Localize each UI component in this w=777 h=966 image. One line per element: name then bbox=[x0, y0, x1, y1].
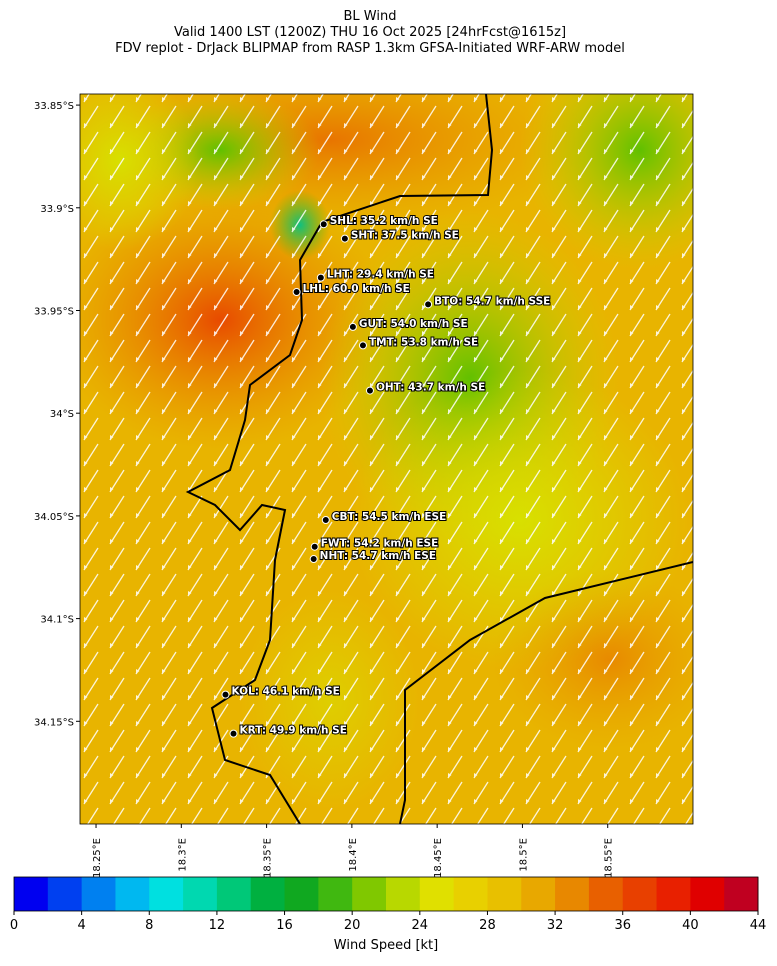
colorbar-swatch bbox=[656, 877, 691, 911]
station bbox=[321, 516, 330, 525]
colorbar-swatch bbox=[216, 877, 252, 911]
x-tick-label: 18.5°E bbox=[518, 838, 529, 872]
colorbar-swatch bbox=[47, 877, 83, 911]
colorbar-tick-label: 0 bbox=[10, 918, 18, 933]
y-tick-label: 33.95°S bbox=[34, 306, 74, 317]
station bbox=[316, 273, 325, 282]
x-tick-label: 18.35°E bbox=[263, 838, 274, 878]
colorbar-tick-label: 40 bbox=[682, 918, 699, 933]
colorbar-swatch bbox=[521, 877, 556, 911]
station-label: TMT: 53.8 km/h SE bbox=[369, 336, 478, 348]
x-tick-label: 18.4°E bbox=[348, 838, 359, 872]
colorbar-tick-label: 36 bbox=[614, 918, 631, 933]
colorbar-tick-label: 20 bbox=[344, 918, 361, 933]
y-tick-label: 33.9°S bbox=[40, 204, 74, 215]
colorbar-tick-label: 44 bbox=[750, 918, 767, 933]
colorbar-swatch bbox=[318, 877, 353, 911]
colorbar-tick-label: 4 bbox=[77, 918, 85, 933]
station bbox=[424, 300, 433, 309]
chart-title: BL Wind bbox=[344, 9, 397, 24]
station-label: NHT: 54.7 km/h ESE bbox=[320, 550, 436, 562]
y-tick-label: 34°S bbox=[50, 409, 74, 420]
station bbox=[310, 542, 319, 551]
colorbar-swatch bbox=[250, 877, 286, 911]
colorbar-swatch bbox=[588, 877, 624, 911]
x-tick-label: 18.25°E bbox=[92, 838, 103, 878]
colorbar-swatch bbox=[284, 877, 319, 911]
chart-title: FDV replot - DrJack BLIPMAP from RASP 1.… bbox=[115, 41, 625, 56]
colorbar-swatch bbox=[14, 877, 49, 911]
y-tick-label: 34.1°S bbox=[40, 615, 74, 626]
station-label: CBT: 54.5 km/h ESE bbox=[332, 511, 447, 523]
colorbar-swatch bbox=[419, 877, 455, 911]
colorbar-label: Wind Speed [kt] bbox=[334, 938, 438, 953]
colorbar-swatch bbox=[81, 877, 116, 911]
station-label: LHT: 29.4 km/h SE bbox=[327, 269, 434, 281]
station bbox=[229, 729, 238, 738]
station-label: KOL: 46.1 km/h SE bbox=[231, 686, 339, 698]
colorbar-tick-label: 8 bbox=[145, 918, 153, 933]
colorbar-swatch bbox=[352, 877, 387, 911]
station-label: OHT: 43.7 km/h SE bbox=[376, 382, 485, 394]
colorbar-swatch bbox=[115, 877, 150, 911]
colorbar-swatch bbox=[183, 877, 218, 911]
station bbox=[292, 288, 301, 297]
station-label: BTO: 54.7 km/h SSE bbox=[434, 295, 550, 307]
station-label: LHL: 60.0 km/h SE bbox=[303, 283, 410, 295]
colorbar-swatch bbox=[487, 877, 522, 911]
colorbar-tick-label: 12 bbox=[209, 918, 226, 933]
colorbar-swatch bbox=[690, 877, 725, 911]
colorbar-tick-label: 28 bbox=[479, 918, 496, 933]
station bbox=[319, 220, 328, 229]
colorbar-swatch bbox=[724, 877, 759, 911]
colorbar-tick-label: 16 bbox=[276, 918, 293, 933]
colorbar-swatch bbox=[622, 877, 658, 911]
station-label: SHL: 35.2 km/h SE bbox=[330, 215, 438, 227]
chart-title: Valid 1400 LST (1200Z) THU 16 Oct 2025 [… bbox=[174, 25, 566, 40]
colorbar-swatch bbox=[555, 877, 590, 911]
x-tick-label: 18.55°E bbox=[604, 838, 615, 878]
wind-field bbox=[80, 94, 693, 824]
station-label: FWT: 54.2 km/h ESE bbox=[321, 538, 439, 550]
y-tick-label: 34.15°S bbox=[34, 717, 74, 728]
colorbar-swatch bbox=[386, 877, 421, 911]
colorbar-swatch bbox=[149, 877, 184, 911]
station bbox=[309, 555, 318, 564]
y-tick-label: 34.05°S bbox=[34, 512, 74, 523]
station bbox=[340, 234, 349, 243]
colorbar-tick-label: 32 bbox=[547, 918, 564, 933]
station-label: GUT: 54.0 km/h SE bbox=[359, 318, 468, 330]
station-label: KRT: 49.9 km/h SE bbox=[240, 725, 347, 737]
y-tick-label: 33.85°S bbox=[34, 101, 74, 112]
colorbar-swatch bbox=[453, 877, 488, 911]
x-tick-label: 18.45°E bbox=[433, 838, 444, 878]
station bbox=[358, 341, 367, 350]
colorbar-tick-label: 24 bbox=[412, 918, 429, 933]
station bbox=[348, 322, 357, 331]
station-label: SHT: 37.5 km/h SE bbox=[351, 230, 459, 242]
x-tick-label: 18.3°E bbox=[177, 838, 188, 872]
colorbar-frame bbox=[13, 876, 759, 912]
station bbox=[365, 386, 374, 395]
map-frame bbox=[79, 93, 694, 825]
station bbox=[221, 690, 230, 699]
